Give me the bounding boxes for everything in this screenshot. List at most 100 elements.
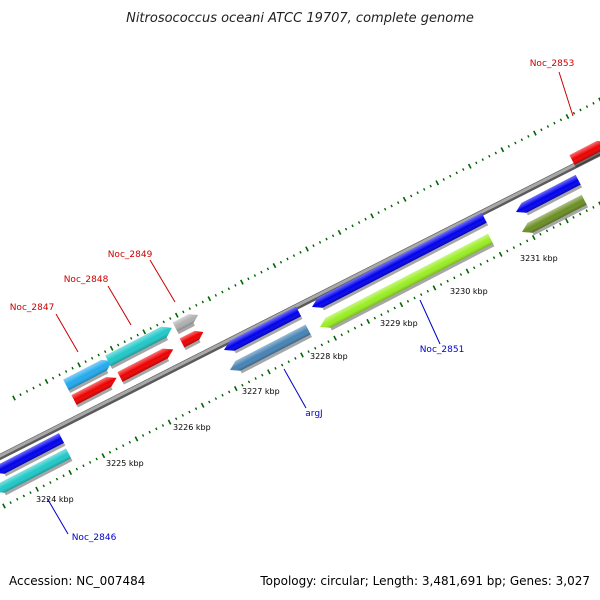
scale-tick-labels: 3224 kbp 3225 kbp 3226 kbp 3227 kbp 3228… — [36, 254, 558, 504]
minor-tick — [155, 427, 158, 431]
label-noc2846[interactable]: Noc_2846 — [72, 533, 117, 543]
major-tick — [134, 436, 139, 442]
minor-tick — [169, 317, 172, 320]
major-tick — [598, 201, 600, 206]
gene-noc2846[interactable] — [0, 448, 73, 499]
minor-tick — [55, 477, 59, 481]
minor-tick — [473, 266, 476, 270]
minor-tick — [175, 417, 178, 421]
minor-tick — [578, 212, 582, 216]
gene-noc2847[interactable] — [63, 356, 116, 393]
minor-tick — [386, 309, 390, 313]
minor-tick — [286, 257, 289, 261]
label-noc2851[interactable]: Noc_2851 — [420, 345, 465, 355]
minor-tick — [16, 497, 19, 501]
gene-noc2847b[interactable] — [71, 373, 120, 408]
minor-tick — [221, 290, 224, 294]
minor-tick — [227, 287, 231, 291]
gene-noc2851[interactable] — [317, 233, 495, 335]
minor-tick — [340, 333, 343, 337]
gene-argj-rev[interactable] — [221, 306, 303, 357]
label-noc2849[interactable]: Noc_2849 — [108, 250, 153, 260]
minor-tick — [123, 340, 126, 344]
gene-noc2848b[interactable] — [117, 345, 177, 385]
gene-noc2850[interactable] — [309, 212, 489, 315]
minor-tick — [51, 376, 55, 380]
major-tick — [366, 318, 371, 325]
label-noc2853[interactable]: Noc_2853 — [530, 59, 575, 69]
minor-tick — [214, 397, 218, 401]
gene-noc2853[interactable] — [569, 137, 600, 168]
major-tick — [207, 296, 212, 302]
minor-tick — [439, 283, 443, 286]
leader-noc2847 — [55, 313, 79, 353]
major-tick — [467, 163, 472, 169]
gene-noc2849b[interactable] — [179, 328, 207, 351]
minor-tick — [539, 232, 542, 236]
minor-tick — [90, 356, 94, 360]
minor-tick — [331, 234, 335, 238]
minor-tick — [453, 276, 456, 280]
minor-tick — [188, 410, 191, 414]
gene-noc2849[interactable] — [172, 311, 202, 335]
minor-tick — [208, 400, 211, 404]
minor-tick — [260, 270, 263, 274]
minor-tick — [410, 194, 413, 198]
leader-noc2849 — [149, 259, 176, 303]
gene-noc2848[interactable] — [105, 323, 176, 369]
gene-noc2852b[interactable] — [519, 194, 589, 240]
major-tick — [240, 279, 244, 285]
tick-label-3225: 3225 kbp — [106, 459, 144, 468]
gene-noc2852[interactable] — [513, 174, 583, 220]
label-argj[interactable]: argJ — [305, 409, 322, 419]
major-tick — [465, 268, 470, 274]
minor-tick — [572, 111, 576, 115]
minor-tick — [136, 333, 139, 337]
major-tick — [498, 251, 503, 257]
minor-tick — [479, 263, 482, 266]
minor-tick — [545, 229, 549, 233]
minor-tick — [553, 121, 556, 125]
minor-tick — [214, 293, 218, 297]
tick-label-3228: 3228 kbp — [310, 352, 348, 361]
minor-tick — [128, 440, 131, 444]
minor-tick — [481, 158, 484, 161]
major-tick — [435, 180, 440, 186]
minor-tick — [552, 226, 555, 229]
leader-noc2851 — [419, 299, 441, 345]
genome-summary-text: Topology: circular; Length: 3,481,691 bp… — [259, 574, 590, 588]
minor-tick — [241, 383, 244, 387]
major-tick — [167, 419, 172, 425]
major-tick — [101, 453, 106, 459]
minor-tick — [327, 340, 330, 343]
minor-tick — [393, 306, 396, 310]
outer-dotted-track — [12, 97, 600, 401]
major-tick — [267, 369, 271, 375]
minor-tick — [130, 337, 133, 340]
label-noc2847[interactable]: Noc_2847 — [10, 303, 55, 313]
major-tick — [565, 218, 569, 224]
minor-tick — [181, 414, 184, 417]
minor-tick — [266, 267, 270, 271]
minor-tick — [486, 259, 489, 263]
minor-tick — [161, 424, 165, 427]
tick-label-3224: 3224 kbp — [36, 495, 74, 504]
minor-tick — [279, 260, 283, 264]
major-tick — [533, 130, 537, 136]
minor-tick — [261, 373, 264, 377]
gene-noc2845-rev[interactable] — [0, 433, 66, 480]
label-noc2848[interactable]: Noc_2848 — [64, 275, 109, 285]
minor-tick — [540, 128, 543, 132]
minor-tick — [234, 284, 237, 287]
map-title: Nitrosococcus oceani ATCC 19707, complet… — [126, 11, 474, 26]
gene-argj[interactable] — [227, 324, 313, 378]
minor-tick — [103, 350, 107, 354]
minor-tick — [62, 474, 65, 478]
minor-tick — [546, 125, 550, 128]
minor-tick — [449, 174, 452, 178]
minor-tick — [357, 221, 361, 224]
minor-tick — [38, 383, 42, 387]
minor-tick — [506, 249, 509, 253]
minor-tick — [527, 135, 530, 138]
minor-tick — [373, 316, 377, 320]
